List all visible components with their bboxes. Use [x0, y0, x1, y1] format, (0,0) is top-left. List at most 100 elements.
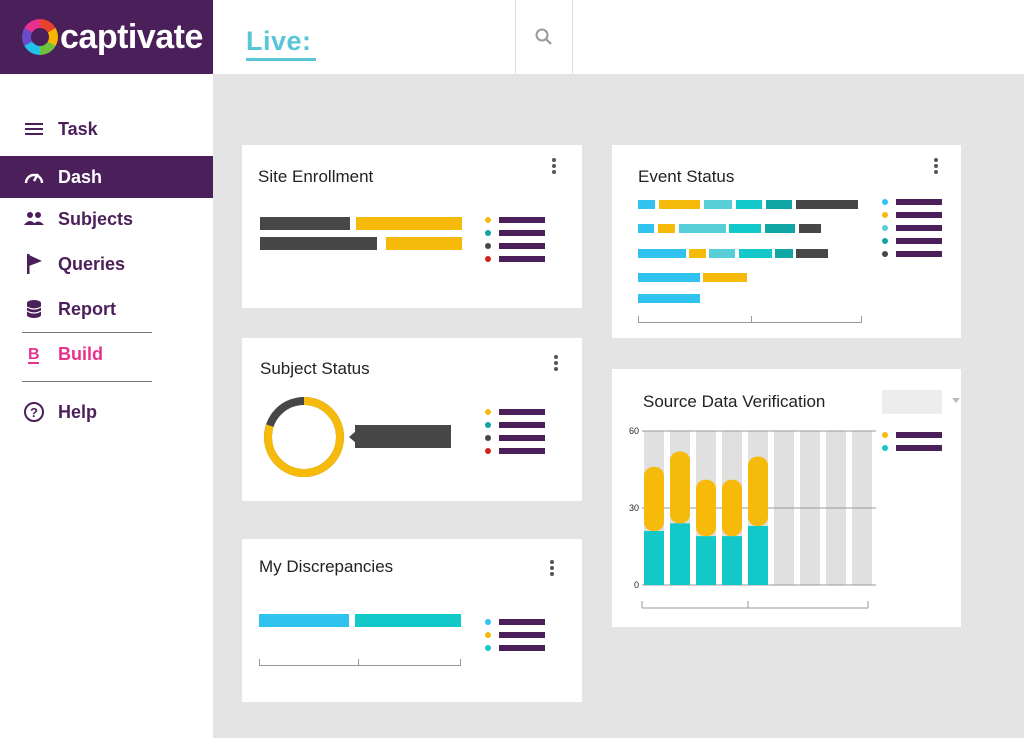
- bar: [638, 273, 700, 282]
- bar-segment: [748, 456, 768, 526]
- nav-item-task[interactable]: Task: [0, 108, 213, 150]
- bar: [386, 237, 462, 250]
- brand-name: captivate: [60, 17, 203, 56]
- bar: [638, 224, 654, 233]
- donut-arc: [264, 397, 344, 477]
- bar: [796, 249, 828, 258]
- help-icon: ?: [22, 401, 46, 423]
- bar: [729, 224, 761, 233]
- bar: [739, 249, 772, 258]
- bar: [766, 200, 792, 209]
- card-subject-status: Subject Status: [242, 338, 582, 501]
- kebab-menu-icon[interactable]: [550, 560, 554, 578]
- brand-logo[interactable]: captivate: [0, 0, 213, 74]
- nav-divider: [22, 381, 152, 382]
- bar-segment: [644, 531, 664, 585]
- bar: [775, 249, 793, 258]
- bar-segment: [748, 525, 768, 585]
- nav-item-dash[interactable]: Dash: [0, 156, 213, 198]
- axis-tick: [460, 659, 461, 666]
- kebab-menu-icon[interactable]: [554, 355, 558, 373]
- bar: [765, 224, 795, 233]
- bar: [260, 217, 350, 230]
- kebab-menu-icon[interactable]: [934, 158, 938, 176]
- bar: [259, 614, 349, 627]
- legend-line: [896, 199, 942, 205]
- axis-tick: [358, 659, 359, 666]
- legend-dot: [485, 243, 491, 249]
- nav-label: Queries: [58, 253, 126, 274]
- y-tick-label: 30: [629, 503, 639, 513]
- legend-dot: [485, 632, 491, 638]
- legend-line: [896, 251, 942, 257]
- bar: [689, 249, 706, 258]
- nav-item-help[interactable]: ? Help: [0, 391, 213, 433]
- bar: [709, 249, 735, 258]
- bar: [356, 217, 462, 230]
- nav-label: Task: [58, 118, 98, 139]
- build-b-icon: B: [22, 343, 46, 365]
- card-source-data-verification: Source Data Verification 60 30 0: [612, 369, 961, 627]
- donut-chart: [264, 397, 344, 477]
- card-title: My Discrepancies: [259, 557, 394, 576]
- title-underline: [246, 58, 316, 61]
- svg-text:B: B: [28, 346, 40, 363]
- gauge-icon: [22, 168, 46, 186]
- bar: [703, 273, 747, 282]
- legend-line: [499, 256, 545, 262]
- nav-item-report[interactable]: Report: [0, 288, 213, 330]
- nav-item-queries[interactable]: Queries: [0, 243, 213, 285]
- bar: [679, 224, 726, 233]
- axis-tick: [638, 316, 639, 323]
- bar: [799, 224, 821, 233]
- legend-line: [499, 448, 545, 454]
- bar: [638, 249, 686, 258]
- legend-line: [499, 435, 545, 441]
- legend-line: [896, 238, 942, 244]
- legend-line: [896, 432, 942, 438]
- kebab-menu-icon[interactable]: [552, 158, 556, 176]
- card-my-discrepancies: My Discrepancies: [242, 539, 582, 702]
- bar: [704, 200, 732, 209]
- legend-dot: [485, 435, 491, 441]
- x-axis: [638, 316, 862, 323]
- nav-item-build[interactable]: B Build: [0, 333, 213, 375]
- flag-icon: [22, 253, 46, 275]
- bar: [658, 224, 675, 233]
- nav-item-subjects[interactable]: Subjects: [0, 198, 213, 240]
- people-icon: [22, 211, 46, 227]
- menu-icon: [22, 121, 46, 137]
- axis-tick: [861, 316, 862, 323]
- tooltip-box: [355, 425, 451, 448]
- search-icon: [535, 28, 552, 45]
- chevron-down-icon[interactable]: [952, 398, 960, 403]
- legend-line: [499, 619, 545, 625]
- legend-dot: [485, 256, 491, 262]
- nav-label: Report: [58, 298, 116, 319]
- search-button[interactable]: [515, 0, 573, 74]
- legend-dot: [882, 251, 888, 257]
- filter-dropdown[interactable]: [882, 390, 942, 414]
- legend-line: [499, 422, 545, 428]
- y-tick-label: 60: [629, 426, 639, 436]
- bar-segment: [670, 451, 690, 524]
- bar: [736, 200, 762, 209]
- stacked-bar-chart: 60 30 0: [629, 426, 876, 609]
- legend-dot: [882, 432, 888, 438]
- bar-segment: [696, 536, 716, 585]
- bar-segment: [696, 479, 716, 537]
- bar: [355, 614, 461, 627]
- card-title: Site Enrollment: [258, 167, 374, 186]
- database-icon: [22, 299, 46, 319]
- sidebar: captivate Task Dash Subjects Queries Rep…: [0, 0, 213, 738]
- axis-tick: [751, 316, 752, 323]
- legend-dot: [882, 199, 888, 205]
- tooltip-pointer: [349, 431, 356, 443]
- bar: [659, 200, 700, 209]
- card-event-status: Event Status: [612, 145, 961, 338]
- nav-label: Dash: [58, 166, 103, 187]
- legend-dot: [485, 230, 491, 236]
- card-title: Event Status: [638, 167, 735, 186]
- legend-dot: [485, 619, 491, 625]
- legend-line: [499, 645, 545, 651]
